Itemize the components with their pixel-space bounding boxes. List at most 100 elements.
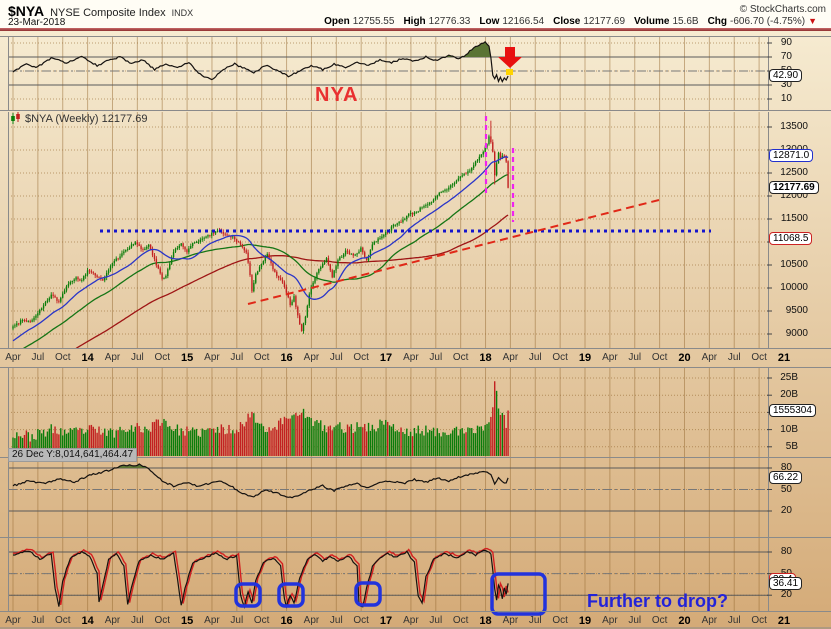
index-name: NYSE Composite Index [50, 7, 166, 19]
axis-tick-volume: 20B [780, 389, 798, 401]
x-axis-year-label: 14 [81, 615, 94, 627]
value-badge-volume: 1555304 [769, 404, 816, 417]
chart-date: 23-Mar-2018 [8, 17, 66, 28]
x-axis-quarter-label: Oct [452, 615, 469, 626]
x-axis-quarter-label: Apr [403, 352, 419, 363]
x-axis-year-label: 19 [578, 615, 592, 627]
blue-circle-annotation [354, 581, 382, 607]
x-axis-quarter-label: Jul [31, 615, 45, 626]
change-down-arrow-icon: ▼ [808, 16, 817, 26]
x-axis-quarter-label: Oct [651, 615, 668, 626]
x-axis-quarter-label: Jul [528, 615, 542, 626]
axis-tick-price: 13500 [780, 121, 808, 132]
x-axis-year-label: 15 [180, 615, 194, 627]
x-axis-quarter-label: Apr [204, 615, 220, 626]
x-axis-quarter-label: Oct [552, 352, 568, 363]
x-axis-quarter-label: Oct [54, 615, 71, 626]
x-axis-quarter-label: Jul [628, 352, 642, 363]
x-axis-quarter-label: Apr [602, 352, 618, 363]
x-axis-quarter-label: Oct [751, 352, 767, 363]
value-badge-red-ma: 11068.5 [769, 232, 813, 246]
blue-circle-annotation [277, 582, 305, 608]
quote-high: High 12776.33 [403, 16, 471, 27]
x-axis-quarter-label: Apr [303, 615, 320, 626]
x-axis-quarter-label: Apr [701, 352, 718, 363]
x-axis-year-label: 17 [379, 352, 393, 364]
axis-tick-oscillator-bottom: 80 [780, 546, 792, 557]
x-axis-year-label: 16 [280, 352, 293, 364]
further-to-drop-annotation: Further to drop? [587, 591, 728, 611]
x-axis-quarter-label: Jul [727, 352, 741, 363]
x-axis-quarter-label: Oct [751, 615, 767, 626]
x-axis-quarter-label: Jul [230, 352, 244, 363]
x-axis-year-label: 15 [180, 352, 194, 364]
quote-volume: Volume 15.6B [634, 16, 699, 27]
axis-tick-oscillator-top: 10 [780, 93, 792, 104]
price-panel-legend-text: $NYA (Weekly) 12177.69 [25, 112, 148, 125]
x-axis-quarter-label: Oct [552, 615, 568, 626]
value-badge-blue-ma: 12871.0 [769, 149, 814, 163]
exchange-label: INDX [171, 8, 194, 18]
header-divider [0, 28, 831, 31]
x-axis-quarter-label: Oct [452, 352, 469, 363]
x-axis-quarter-label: Oct [651, 352, 668, 363]
x-axis-quarter-label: Apr [204, 352, 220, 363]
x-axis-quarter-label: Apr [701, 615, 718, 626]
volume-hover-readout: 26 Dec Y:8,014,641,464.47 [8, 448, 138, 462]
x-axis-year-label: 20 [678, 352, 691, 364]
x-axis-quarter-label: Apr [602, 615, 618, 626]
candlestick-icon [11, 112, 20, 124]
ohlc-quote-row: Open 12755.55 High 12776.33 Low 12166.54 Close… [250, 16, 817, 27]
x-axis-quarter-label: Jul [329, 615, 343, 626]
x-axis-quarter-label: Apr [5, 615, 21, 626]
x-axis-quarter-label: Oct [253, 352, 270, 363]
axis-tick-price: 9000 [785, 328, 808, 339]
x-axis-quarter-label: Oct [154, 615, 170, 626]
value-badge-close: 12177.69 [769, 181, 819, 195]
axis-tick-oscillator-mid: 20 [780, 505, 792, 516]
x-axis-year-label: 20 [678, 615, 691, 627]
axis-tick-oscillator-top: 90 [780, 37, 792, 48]
x-axis-quarter-label: Apr [502, 615, 519, 626]
axis-tick-price: 12000 [780, 190, 808, 201]
x-axis-quarter-label: Jul [429, 615, 443, 626]
x-axis-year-label: 21 [777, 352, 791, 364]
axis-tick-oscillator-top: 30 [780, 79, 792, 90]
x-axis-year-label: 18 [479, 615, 492, 627]
x-axis-quarter-label: Oct [353, 615, 369, 626]
blue-circle-annotation [490, 572, 547, 616]
axis-tick-price: 11500 [780, 213, 808, 224]
x-axis-quarter-label: Jul [727, 615, 741, 626]
x-axis-quarter-label: Oct [154, 352, 170, 363]
x-axis-quarter-label: Apr [104, 352, 121, 363]
x-axis-quarter-label: Apr [403, 615, 419, 626]
quote-close: Close 12177.69 [553, 16, 626, 27]
x-axis-quarter-label: Jul [329, 352, 343, 363]
axis-tick-oscillator-mid: 80 [780, 462, 792, 473]
axis-tick-price: 9500 [785, 305, 808, 316]
x-axis-quarter-label: Oct [54, 352, 71, 363]
x-axis-year-label: 16 [280, 615, 293, 627]
axis-tick-oscillator-top: 70 [780, 51, 792, 62]
axis-tick-price: 10500 [780, 259, 808, 270]
x-axis-quarter-label: Oct [253, 615, 270, 626]
x-axis-quarter-label: Jul [429, 352, 443, 363]
x-axis-year-label: 19 [578, 352, 592, 364]
value-badge-bottom-oscillator: 36.41 [769, 576, 803, 590]
axis-tick-oscillator-mid: 50 [780, 483, 792, 495]
red-down-arrow [498, 47, 522, 68]
axis-tick-volume: 5B [785, 440, 798, 452]
x-axis-year-label: 21 [777, 615, 791, 627]
x-axis-quarter-label: Apr [104, 615, 121, 626]
chart-header: $NYA NYSE Composite Index INDX [8, 3, 193, 19]
copyright-link[interactable]: © StockCharts.com [739, 4, 826, 15]
x-axis-quarter-label: Jul [130, 615, 144, 626]
x-axis-year-label: 18 [479, 352, 492, 364]
x-axis-quarter-label: Jul [528, 352, 542, 363]
quote-chg: Chg -606.70 (-4.75%) ▼ [707, 16, 817, 27]
x-axis-quarter-label: Jul [130, 352, 144, 363]
x-axis-year-label: 17 [379, 615, 393, 627]
quote-open: Open 12755.55 [324, 16, 395, 27]
